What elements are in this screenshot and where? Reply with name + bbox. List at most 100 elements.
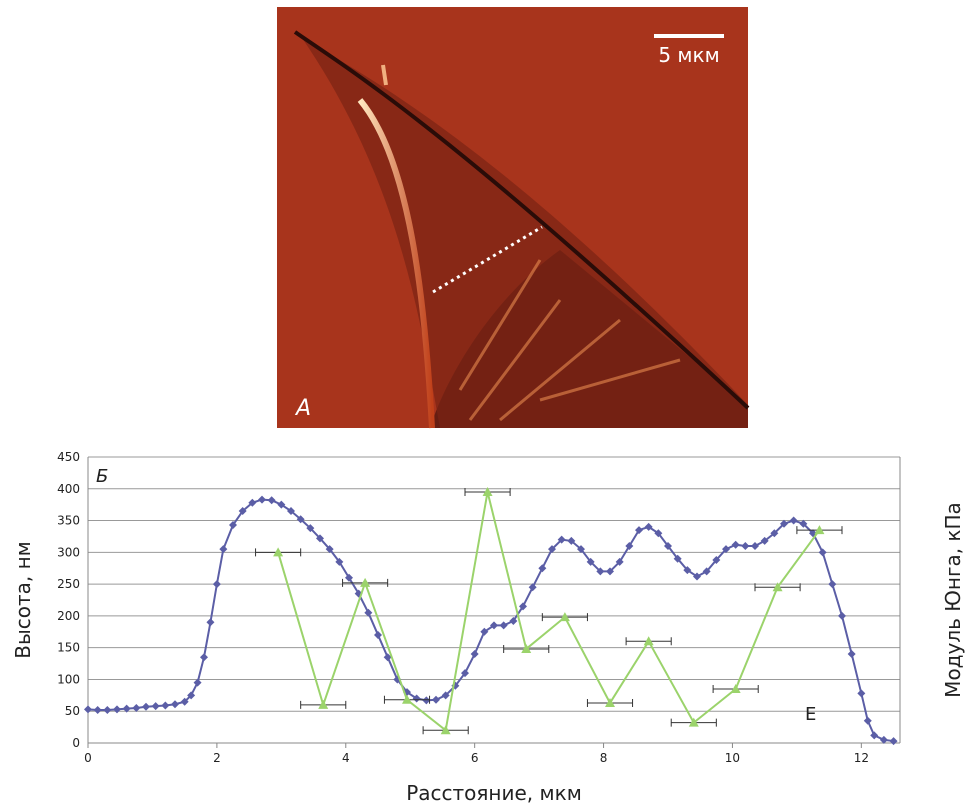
marker	[741, 541, 750, 550]
marker	[828, 580, 837, 589]
annotation: Е	[805, 704, 816, 725]
marker	[847, 650, 856, 659]
y-tick-label: 100	[57, 672, 80, 686]
marker	[306, 524, 315, 533]
x-tick-label: 0	[84, 751, 92, 765]
marker	[731, 540, 740, 549]
marker	[161, 701, 170, 710]
marker	[93, 705, 102, 714]
marker	[664, 541, 672, 550]
marker	[180, 697, 189, 706]
marker	[615, 557, 624, 566]
marker	[751, 541, 759, 550]
y-tick-label: 400	[57, 482, 80, 496]
marker	[605, 697, 615, 707]
y-tick-label: 300	[57, 545, 80, 559]
marker	[432, 695, 440, 704]
marker	[538, 564, 547, 573]
marker	[567, 536, 576, 545]
marker	[635, 526, 643, 535]
marker	[519, 602, 527, 611]
marker	[335, 557, 344, 566]
marker	[863, 716, 872, 725]
marker	[548, 545, 556, 554]
marker	[521, 643, 532, 653]
marker	[229, 521, 237, 530]
marker	[772, 582, 783, 592]
marker	[838, 611, 846, 620]
marker	[577, 545, 585, 554]
marker	[780, 519, 788, 528]
marker	[470, 650, 479, 659]
marker	[480, 627, 489, 636]
chart: 0 50 100 150 200 250 300 350 400 450 0 2 4 6 8 10 12 Расс…	[11, 450, 965, 805]
marker	[238, 507, 247, 516]
marker	[318, 699, 329, 709]
y2-axis-title: Модуль Юнга, кПа	[941, 502, 965, 698]
marker	[730, 683, 741, 693]
marker	[644, 522, 653, 531]
marker	[122, 704, 131, 713]
marker	[325, 545, 334, 554]
microscopy-image: 5 мкм А	[277, 7, 750, 429]
marker	[857, 689, 866, 698]
marker	[509, 616, 518, 625]
marker	[559, 612, 570, 622]
marker	[383, 653, 392, 662]
marker	[586, 557, 595, 566]
marker	[818, 548, 827, 557]
y-tick-label: 350	[57, 514, 80, 528]
x-tick-label: 12	[854, 751, 869, 765]
marker	[273, 547, 284, 557]
y-tick-label: 0	[72, 736, 80, 750]
marker	[316, 534, 324, 543]
data-line	[277, 491, 821, 733]
panel-label: А	[294, 396, 311, 421]
marker	[879, 735, 888, 744]
marker	[712, 555, 721, 564]
marker	[267, 496, 276, 505]
marker	[84, 705, 92, 714]
x-tick-label: 4	[342, 751, 350, 765]
marker	[461, 669, 469, 678]
marker	[142, 702, 150, 711]
marker	[606, 567, 614, 576]
marker	[360, 577, 371, 587]
marker	[296, 515, 305, 524]
marker	[702, 567, 711, 576]
marker	[643, 636, 654, 646]
marker	[132, 704, 141, 713]
marker	[200, 653, 208, 662]
y-tick-label: 50	[65, 704, 80, 718]
marker	[212, 580, 221, 589]
marker	[258, 495, 266, 504]
marker	[206, 618, 215, 627]
x-tick-label: 2	[213, 751, 221, 765]
marker	[422, 696, 431, 705]
x-tick-label: 10	[725, 751, 740, 765]
marker	[440, 725, 451, 735]
panel-label: Б	[96, 466, 108, 487]
marker	[441, 691, 450, 700]
marker	[374, 630, 382, 639]
marker	[596, 567, 605, 576]
marker	[277, 500, 286, 509]
marker	[722, 545, 730, 554]
marker	[151, 702, 160, 711]
marker	[625, 541, 634, 550]
marker	[345, 573, 353, 582]
marker	[402, 694, 412, 704]
marker	[557, 535, 566, 544]
marker	[219, 545, 228, 554]
marker	[789, 516, 798, 525]
marker	[870, 731, 879, 740]
marker	[113, 705, 121, 714]
marker	[248, 498, 257, 507]
marker	[187, 691, 196, 700]
marker	[482, 486, 493, 496]
marker	[103, 705, 112, 714]
marker	[364, 608, 373, 617]
marker	[193, 678, 202, 687]
marker	[814, 525, 825, 535]
